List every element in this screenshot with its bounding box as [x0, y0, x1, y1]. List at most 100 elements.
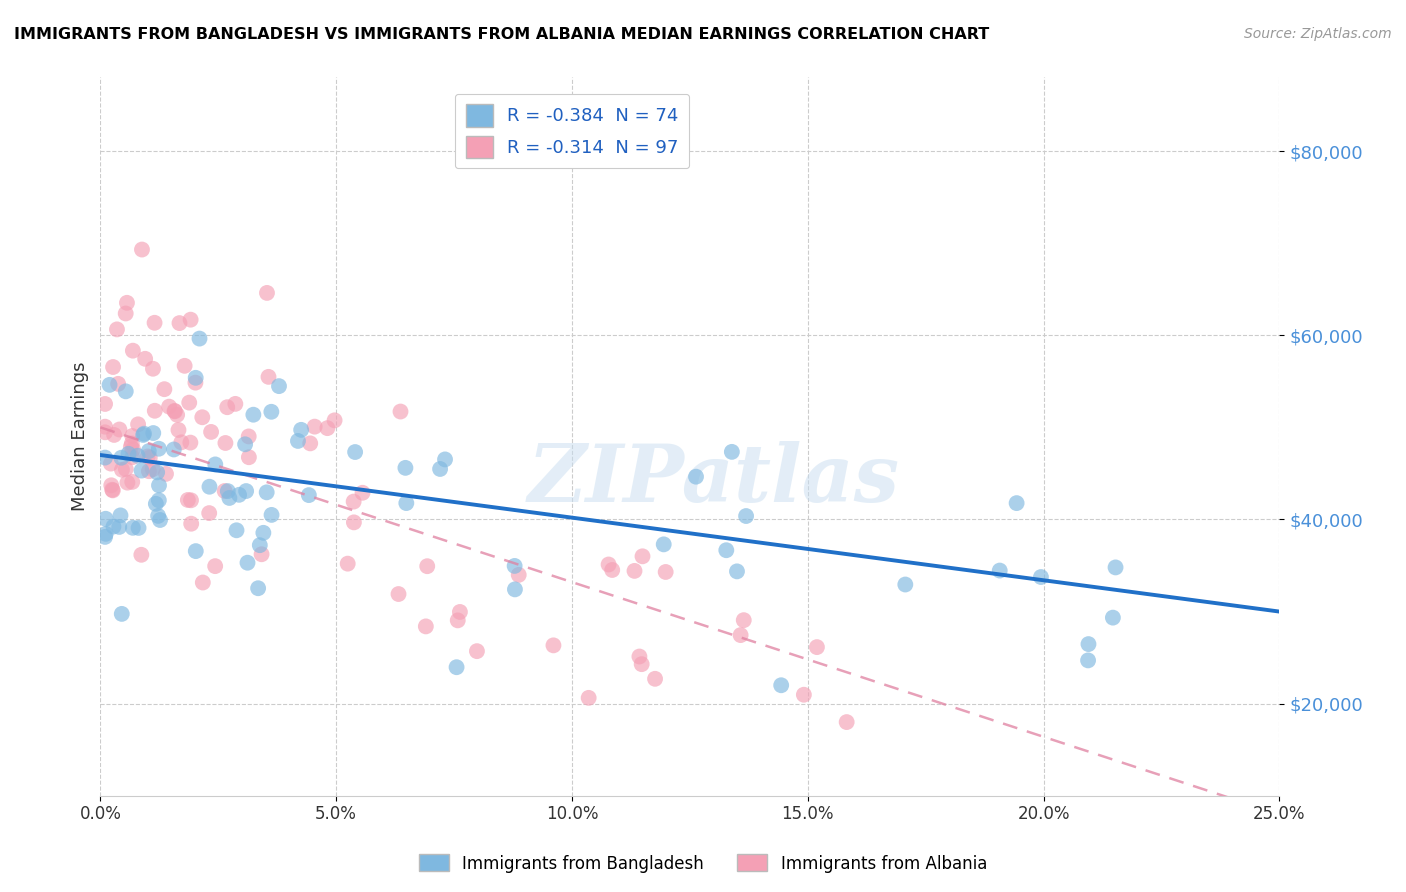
Point — [110, 450, 132, 465]
Point — [735, 509, 758, 524]
Point — [387, 587, 409, 601]
Point — [323, 413, 346, 427]
Point — [143, 316, 166, 330]
Point — [600, 563, 623, 577]
Point — [121, 475, 143, 489]
Point — [136, 450, 159, 464]
Point — [446, 660, 468, 674]
Point — [508, 567, 530, 582]
Point — [344, 445, 367, 459]
Point — [184, 544, 207, 558]
Point — [142, 462, 165, 476]
Point — [652, 537, 675, 551]
Point — [630, 657, 652, 672]
Point — [233, 437, 256, 451]
Point — [200, 425, 222, 439]
Point — [128, 521, 150, 535]
Point — [247, 581, 270, 595]
Point — [725, 565, 748, 579]
Point — [170, 435, 193, 450]
Point — [598, 558, 620, 572]
Point — [134, 351, 156, 366]
Point — [434, 452, 457, 467]
Point — [290, 423, 312, 437]
Point — [256, 285, 278, 300]
Point — [101, 483, 124, 497]
Point — [1102, 610, 1125, 624]
Text: IMMIGRANTS FROM BANGLADESH VS IMMIGRANTS FROM ALBANIA MEDIAN EARNINGS CORRELATIO: IMMIGRANTS FROM BANGLADESH VS IMMIGRANTS… — [14, 27, 990, 42]
Point — [127, 449, 149, 463]
Point — [169, 316, 191, 330]
Point — [110, 508, 132, 523]
Point — [166, 408, 188, 422]
Point — [179, 435, 201, 450]
Point — [204, 458, 226, 472]
Point — [94, 512, 117, 526]
Point — [249, 538, 271, 552]
Point — [120, 440, 142, 454]
Point — [121, 450, 143, 465]
Point — [177, 492, 200, 507]
Point — [114, 462, 136, 476]
Point — [184, 376, 207, 390]
Point — [117, 447, 139, 461]
Point — [894, 577, 917, 591]
Point — [103, 428, 125, 442]
Point — [94, 397, 117, 411]
Point — [299, 436, 322, 450]
Point — [465, 644, 488, 658]
Point — [238, 429, 260, 443]
Point — [101, 483, 124, 498]
Point — [167, 423, 190, 437]
Point — [252, 525, 274, 540]
Point — [103, 519, 125, 533]
Point — [132, 426, 155, 441]
Point — [224, 397, 246, 411]
Point — [100, 478, 122, 492]
Point — [256, 485, 278, 500]
Point — [343, 494, 366, 508]
Point — [1104, 560, 1126, 574]
Point — [503, 558, 526, 573]
Point — [131, 464, 153, 478]
Point — [180, 312, 202, 326]
Point — [257, 369, 280, 384]
Point — [198, 506, 221, 520]
Point — [153, 382, 176, 396]
Point — [121, 436, 143, 450]
Point — [238, 450, 260, 465]
Point — [654, 565, 676, 579]
Point — [105, 322, 128, 336]
Point — [114, 306, 136, 320]
Point — [180, 493, 202, 508]
Point — [155, 467, 177, 481]
Point — [770, 678, 793, 692]
Point — [138, 464, 160, 478]
Point — [503, 582, 526, 597]
Point — [100, 457, 122, 471]
Point — [108, 520, 131, 534]
Point — [142, 361, 165, 376]
Point — [94, 530, 117, 544]
Point — [101, 359, 124, 374]
Point — [163, 442, 186, 457]
Point — [122, 442, 145, 457]
Point — [416, 559, 439, 574]
Point — [138, 444, 160, 458]
Point — [108, 422, 131, 436]
Point — [242, 408, 264, 422]
Point — [204, 559, 226, 574]
Point — [1077, 653, 1099, 667]
Point — [98, 377, 121, 392]
Point — [298, 488, 321, 502]
Point — [111, 607, 134, 621]
Point — [107, 376, 129, 391]
Point — [1077, 637, 1099, 651]
Point — [180, 516, 202, 531]
Point — [225, 523, 247, 537]
Point — [578, 690, 600, 705]
Point — [316, 421, 339, 435]
Point — [117, 475, 139, 490]
Point — [685, 469, 707, 483]
Point — [352, 485, 374, 500]
